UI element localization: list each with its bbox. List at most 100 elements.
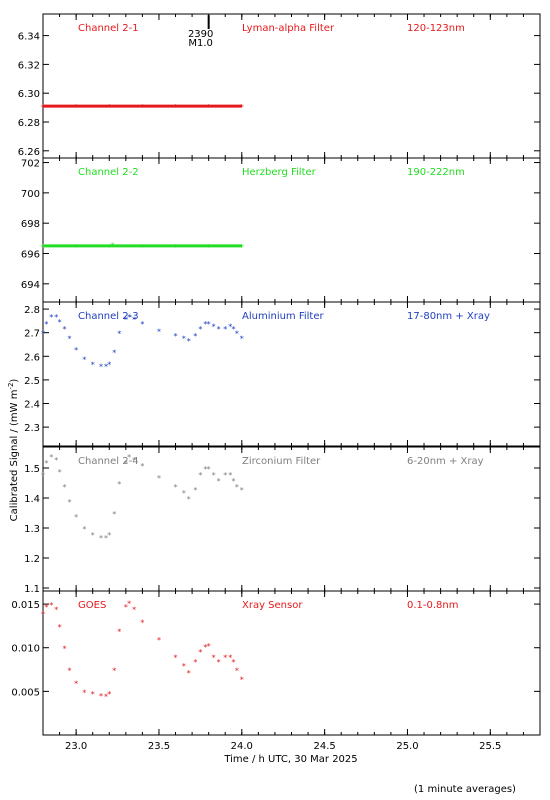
data-point: * [217, 658, 221, 667]
data-point: * [107, 360, 111, 369]
data-point: * [58, 623, 62, 632]
data-point: * [203, 643, 207, 652]
y-tick-label: 2.7 [24, 329, 40, 340]
data-point: * [104, 693, 108, 702]
data-point: * [240, 334, 244, 343]
x-tick-label: 24.5 [314, 741, 336, 752]
panel-label: Channel 2-4 [78, 456, 139, 467]
data-point: * [182, 334, 186, 343]
data-point: * [54, 456, 58, 465]
y-tick-label: 0.015 [11, 600, 40, 611]
y-tick-label: 2.6 [24, 352, 40, 363]
data-point: * [212, 471, 216, 480]
y-tick-label: 1.4 [24, 494, 40, 505]
panel-label: Channel 2-2 [78, 167, 139, 178]
data-point: * [203, 465, 207, 474]
data-point: * [58, 318, 62, 327]
data-point: * [217, 325, 221, 334]
data-point: * [235, 330, 239, 339]
y-tick-label: 6.34 [18, 32, 40, 43]
data-point: * [124, 603, 128, 612]
y-axis-label-exponent: -2 [7, 383, 15, 390]
data-point: * [104, 363, 108, 372]
panel-label: 190-222nm [407, 167, 465, 178]
y-tick-label: 1.2 [24, 554, 40, 565]
data-point: * [124, 316, 128, 325]
y-tick-label: 1.3 [24, 524, 40, 535]
data-point: * [228, 471, 232, 480]
panel-label: GOES [78, 600, 106, 611]
data-point: * [240, 675, 244, 684]
data-point: * [68, 498, 72, 507]
averaging-note: (1 minute averages) [414, 784, 516, 795]
data-point: * [223, 471, 227, 480]
data-point: * [82, 525, 86, 534]
data-point: * [223, 325, 227, 334]
y-axis-label-main: Calibrated Signal / (mW m [9, 390, 20, 522]
data-point: * [217, 477, 221, 486]
x-tick-label: 23.5 [148, 741, 170, 752]
panel-frame [42, 157, 541, 303]
data-point: * [127, 453, 131, 462]
data-point: * [232, 477, 236, 486]
data-point: * [174, 332, 178, 341]
data-point: * [63, 325, 67, 334]
y-tick-label: 696 [21, 249, 40, 260]
data-point: * [112, 349, 116, 358]
data-point: * [127, 313, 131, 322]
panel-label: Aluminium Filter [242, 311, 325, 322]
data-point: * [207, 320, 211, 329]
data-point: * [99, 363, 103, 372]
data-point: * [112, 667, 116, 676]
data-point: * [207, 642, 211, 651]
panel-5: 0.005 0.010 0.015 GOES Xray Sensor 0.1-0.8nm *… [11, 590, 541, 736]
data-point: * [235, 483, 239, 492]
data-point: * [228, 653, 232, 662]
data-point: * [91, 531, 95, 540]
data-point: * [235, 667, 239, 676]
panel-label: 120-123nm [407, 23, 465, 34]
data-point: * [157, 474, 161, 483]
panel-3: 2.3 2.4 2.5 2.6 2.7 2.8 Channel 2-3 Aluminium F… [24, 301, 541, 447]
y-axis-label: Calibrated Signal / (mW m-2) [7, 379, 20, 522]
data-point: * [49, 601, 53, 610]
panel-label: Channel 2-1 [78, 23, 139, 34]
panel-label: Herzberg Filter [242, 167, 317, 178]
y-axis-label-close: ) [9, 379, 20, 383]
y-tick-label: 2.4 [24, 400, 40, 411]
data-point: * [140, 462, 144, 471]
data-point: * [187, 669, 191, 678]
data-point: * [157, 327, 161, 336]
data-point: * [117, 330, 121, 339]
panel-frame [42, 13, 541, 159]
data-point: * [232, 658, 236, 667]
data-point: * [112, 510, 116, 519]
data-point: * [193, 332, 197, 341]
data-point: * [187, 337, 191, 346]
data-point: * [54, 313, 58, 322]
y-tick-label: 694 [21, 280, 40, 291]
y-tick-label: 2.8 [24, 305, 40, 316]
data-point: * [82, 688, 86, 697]
data-point: * [132, 456, 136, 465]
y-tick-label: 1.1 [24, 584, 40, 595]
data-point: * [91, 360, 95, 369]
data-point: * [203, 320, 207, 329]
y-tick-label: 698 [21, 219, 40, 230]
data-point: * [132, 605, 136, 614]
data-point: * [127, 599, 131, 608]
data-point: * [44, 320, 48, 329]
panel-label: Xray Sensor [242, 600, 303, 611]
data-point: * [74, 680, 78, 689]
flare-class: M1.0 [188, 38, 213, 49]
data-point: * [107, 690, 111, 699]
panel-2: 694 696 698 700 702 Channel 2-2 Herzberg Filte… [21, 157, 541, 303]
panel-label: Channel 2-3 [78, 311, 139, 322]
panel-label: Zirconium Filter [242, 456, 321, 467]
data-point: * [63, 645, 67, 654]
y-tick-label: 2.5 [24, 376, 40, 387]
x-tick-label: 25.0 [396, 741, 418, 752]
y-tick-label: 2.3 [24, 423, 40, 434]
data-point: * [68, 334, 72, 343]
panel-4: 1.1 1.2 1.3 1.4 1.5 Channel 2-4 Zirconium Filt… [24, 446, 541, 595]
